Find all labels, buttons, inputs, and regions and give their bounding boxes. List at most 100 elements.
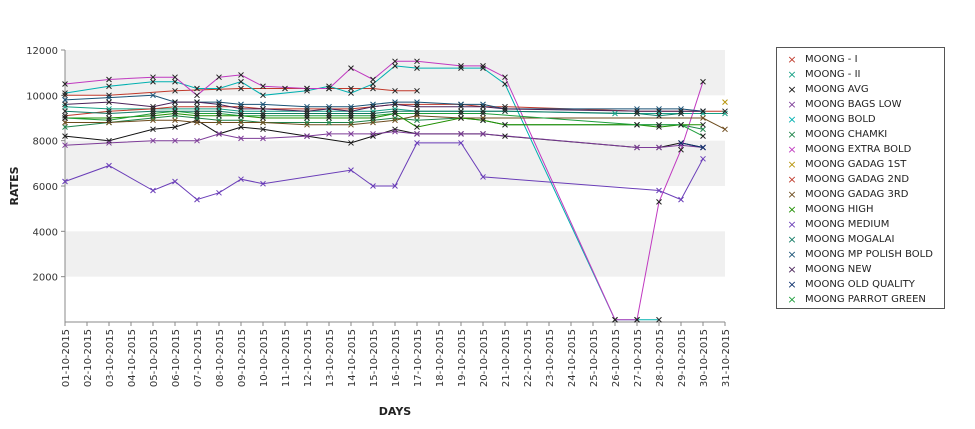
data-point-marker [260,101,266,108]
data-point-marker [172,108,178,115]
legend-marker-icon: × [787,173,797,186]
data-point-marker [634,110,640,117]
x-axis-label: DAYS [379,405,412,418]
data-point-marker [238,106,244,112]
data-point-marker [700,115,706,121]
data-point-marker [238,108,244,115]
data-point-marker [370,85,376,92]
data-point-marker [414,101,420,108]
data-point-marker [700,78,706,85]
legend-item: × MOONG CHAMKI [783,127,887,142]
data-point-marker [370,183,376,189]
data-point-marker [656,199,662,205]
x-tick-label: 22-10-2015 [523,329,534,387]
data-point-marker [260,92,266,99]
data-point-marker [656,108,662,115]
data-point-marker [370,76,376,83]
data-point-marker [348,106,354,112]
data-point-marker [370,133,376,139]
legend-label: MOONG GADAG 1ST [805,159,907,170]
series-lines [64,60,726,321]
data-point-marker [502,103,508,110]
data-point-marker [480,63,486,69]
data-point-marker [62,90,68,96]
data-point-marker [414,124,420,130]
data-point-marker [304,108,310,115]
data-point-marker [304,112,310,119]
x-tick-label: 04-10-2015 [127,329,138,387]
data-point-marker [194,106,200,112]
data-point-marker [106,115,112,121]
data-point-marker [150,106,156,112]
data-point-marker [304,87,310,94]
data-point-marker [700,133,706,139]
data-point-marker [216,189,222,196]
x-axis-ticks: 01-10-2015 02-10-2015 03-10-2015 04-10-2015… [61,322,732,387]
data-point-marker [260,112,266,119]
data-point-marker [62,101,68,108]
data-point-marker [700,110,706,117]
legend-marker-icon: × [787,278,797,291]
data-point-marker [392,99,398,105]
x-tick-label: 25-10-2015 [589,329,600,387]
data-point-marker [678,106,684,112]
data-point-marker [62,92,68,99]
data-point-marker [194,110,200,117]
data-point-marker [304,119,310,126]
data-point-marker [722,110,728,117]
data-point-marker [414,140,420,146]
legend-marker-icon: × [787,188,797,201]
legend-item: × MOONG PARROT GREEN [783,292,926,307]
data-point-marker [700,126,706,133]
legend-label: MOONG MEDIUM [805,219,890,230]
x-tick-label: 27-10-2015 [633,329,644,387]
y-tick-label: 8000 [33,137,58,148]
legend-label: MOONG AVG [805,84,869,95]
data-point-marker [216,101,222,108]
data-point-marker [238,112,244,119]
data-point-marker [480,115,486,121]
data-point-marker [656,106,662,112]
data-point-marker [106,162,112,169]
data-point-marker [216,131,222,137]
data-point-marker [304,115,310,121]
legend: × MOONG - I × MOONG - II × MOONG AVG × MOONG BA… [776,47,945,309]
data-point-marker [326,106,332,112]
x-tick-label: 31-10-2015 [721,329,732,387]
data-point-marker [502,81,508,87]
data-point-marker [348,85,354,92]
legend-item: × MOONG - I [783,52,857,67]
data-point-marker [238,78,244,85]
data-point-marker [634,121,640,128]
data-point-marker [392,87,398,94]
data-point-marker [414,112,420,119]
data-point-marker [326,115,332,121]
data-point-marker [480,131,486,137]
x-tick-label: 28-10-2015 [655,329,666,387]
legend-item: × MOONG GADAG 1ST [783,157,906,172]
data-point-marker [106,137,112,144]
x-tick-label: 14-10-2015 [347,329,358,387]
x-tick-label: 05-10-2015 [149,329,160,387]
data-point-marker [392,110,398,117]
series-line [680,142,704,148]
data-point-marker [172,112,178,119]
data-point-marker [370,103,376,110]
series-line [64,60,704,321]
legend-marker-icon: × [787,68,797,81]
x-tick-label: 07-10-2015 [193,329,204,387]
data-point-marker [238,110,244,117]
data-point-marker [150,74,156,81]
data-point-marker [238,103,244,110]
legend-label: MOONG PARROT GREEN [805,294,926,305]
data-point-marker [172,99,178,105]
y-tick-label: 12000 [26,46,58,57]
data-point-marker [348,119,354,126]
data-point-marker [612,316,618,323]
legend-item: × MOONG AVG [783,82,869,97]
data-point-marker [370,119,376,126]
data-point-marker [392,115,398,121]
data-point-marker [480,101,486,108]
